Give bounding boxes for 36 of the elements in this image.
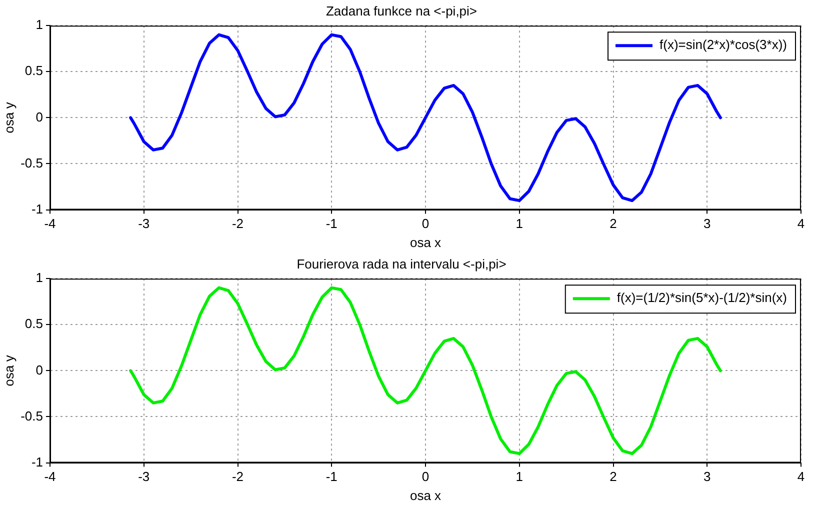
y-tick-label: 0.5 — [24, 63, 43, 78]
legend-label: f(x)=(1/2)*sin(5*x)-(1/2)*sin(x) — [616, 290, 788, 306]
x-tick-label: 2 — [610, 216, 617, 232]
y-tick-label: 0 — [36, 109, 43, 124]
x-tick-label: 0 — [422, 216, 430, 232]
x-tick-label: -1 — [326, 469, 338, 484]
y-tick-label: -0.5 — [20, 408, 43, 424]
y-axis-title: osa y — [1, 354, 16, 386]
x-tick-label: 4 — [797, 216, 805, 232]
x-tick-label: -3 — [138, 469, 150, 484]
y-tick-label: 0.5 — [24, 316, 43, 332]
x-tick-label: 3 — [704, 469, 711, 484]
x-tick-label: -2 — [232, 216, 244, 232]
chart-title: Zadana funkce na <-pi,pi> — [326, 3, 478, 18]
y-tick-label: -0.5 — [20, 155, 43, 170]
y-tick-label: 1 — [36, 17, 43, 32]
y-tick-label: -1 — [31, 454, 43, 470]
x-tick-label: 3 — [704, 216, 711, 232]
legend-label: f(x)=sin(2*x)*cos(3*x)) — [660, 37, 788, 52]
x-tick-label: 2 — [610, 469, 617, 484]
x-tick-label: -1 — [326, 216, 338, 232]
y-tick-label: 0 — [36, 362, 43, 378]
x-tick-label: 1 — [516, 469, 523, 484]
x-tick-label: -3 — [138, 216, 150, 232]
x-tick-label: -2 — [232, 469, 244, 484]
x-tick-label: 4 — [797, 469, 805, 484]
y-tick-label: 1 — [36, 270, 43, 286]
x-axis-title: osa x — [410, 234, 442, 250]
chart-title: Fourierova rada na intervalu <-pi,pi> — [296, 256, 506, 272]
x-tick-label: -4 — [44, 469, 56, 484]
x-tick-label: 1 — [516, 216, 523, 232]
y-axis-title: osa y — [1, 102, 16, 134]
y-tick-label: -1 — [31, 201, 43, 216]
x-tick-label: -4 — [44, 216, 56, 232]
x-axis-title: osa x — [410, 488, 442, 503]
x-tick-label: 0 — [422, 469, 430, 484]
